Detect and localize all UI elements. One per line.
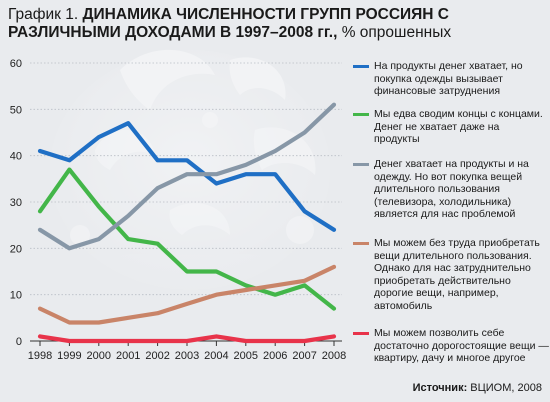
x-tick-label: 2002 — [145, 350, 169, 362]
chart-title-lead: График 1. — [8, 6, 83, 23]
legend-swatch — [353, 242, 369, 245]
x-tick-label: 2004 — [204, 350, 228, 362]
x-tick-label: 2000 — [87, 350, 111, 362]
x-tick-label: 2005 — [234, 350, 258, 362]
series-line-2 — [37, 167, 337, 311]
y-tick-label: 20 — [10, 243, 22, 255]
x-tick-label: 2008 — [322, 350, 346, 362]
legend-entry: Денег хватает на продукты и на одежду. Н… — [374, 158, 529, 220]
x-tick-label: 2001 — [116, 350, 140, 362]
series-line-1 — [37, 121, 337, 232]
x-tick-label: 1998 — [28, 350, 52, 362]
legend-entry: Мы можем без труда приобретать вещи длит… — [374, 237, 540, 312]
y-tick-label: 40 — [10, 151, 22, 163]
x-tick-label: 2007 — [292, 350, 316, 362]
chart-title: График 1. ДИНАМИКА ЧИСЛЕННОСТИ ГРУПП РОС… — [8, 6, 544, 42]
legend-entry: На продукты денег хватает, но покупка од… — [374, 60, 523, 97]
decorative-ornament — [50, 49, 330, 290]
y-axis: 0 10 20 30 40 50 60 — [10, 58, 22, 348]
chart-title-bold: ДИНАМИКА ЧИСЛЕННОСТИ ГРУПП РОССИЯН С РАЗ… — [8, 6, 450, 41]
legend-swatch — [353, 332, 369, 335]
y-tick-label: 60 — [10, 58, 22, 70]
legend-swatch — [353, 163, 369, 166]
y-tick-label: 30 — [10, 197, 22, 209]
x-tick-label: 1999 — [57, 350, 81, 362]
x-tick-label: 2003 — [175, 350, 199, 362]
legend-entry: Мы едва сводим концы с концами. Денег не… — [374, 108, 543, 145]
series-line-3 — [37, 102, 337, 251]
legend-swatch — [353, 113, 369, 116]
source-value: ВЦИОМ, 2008 — [467, 382, 542, 394]
x-axis: 1998 1999 2000 2001 2002 2003 2004 2005 2006 2007… — [28, 341, 346, 362]
y-tick-label: 50 — [10, 104, 22, 116]
legend-swatch — [353, 65, 369, 68]
series-line-4 — [37, 264, 337, 325]
y-tick-label: 10 — [10, 290, 22, 302]
x-tick-label: 2006 — [263, 350, 287, 362]
series-line-5 — [37, 334, 337, 344]
source-label: Источник: — [412, 382, 468, 394]
chart-title-unit: % опрошенных — [337, 24, 452, 41]
y-tick-label: 0 — [16, 336, 22, 348]
source-note: Источник: ВЦИОМ, 2008 — [413, 382, 542, 394]
series-lines — [37, 102, 337, 344]
legend-entry: Мы можем позволить себе достаточно дорог… — [374, 327, 549, 364]
